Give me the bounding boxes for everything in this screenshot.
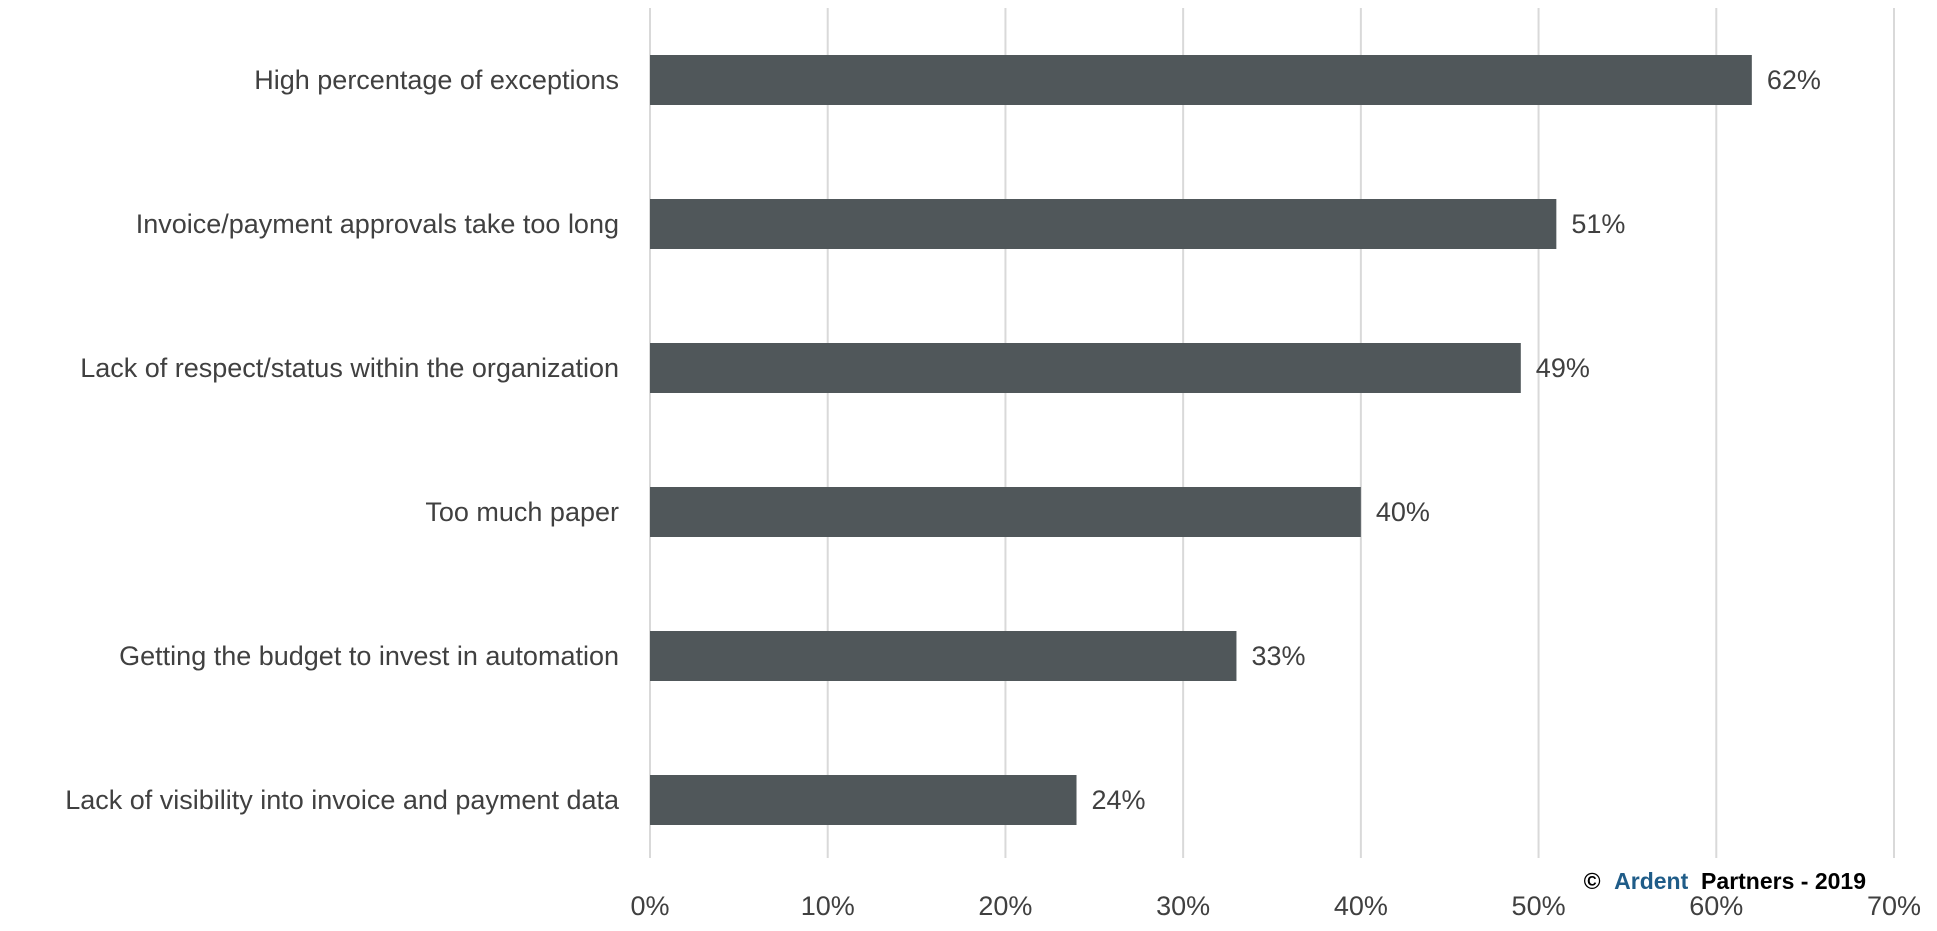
x-tick-label: 0% (630, 891, 669, 921)
data-label: 62% (1767, 65, 1821, 95)
x-tick-label: 10% (801, 891, 855, 921)
data-label: 33% (1251, 641, 1305, 671)
copyright-credit: © Ardent Partners - 2019 (1584, 868, 1866, 894)
x-tick-label: 50% (1512, 891, 1566, 921)
bar (650, 631, 1237, 681)
category-label: Lack of visibility into invoice and paym… (65, 785, 620, 815)
x-tick-label: 60% (1689, 891, 1743, 921)
category-label: Getting the budget to invest in automati… (119, 641, 619, 671)
x-tick-label: 40% (1334, 891, 1388, 921)
credit-rest: Partners - 2019 (1695, 868, 1866, 894)
data-label: 24% (1092, 785, 1146, 815)
bar (650, 343, 1521, 393)
x-tick-label: 70% (1867, 891, 1921, 921)
credit-brand: Ardent (1614, 868, 1688, 894)
data-labels: 62% 51% 49% 40% 33% 24% (1092, 65, 1821, 815)
data-label: 40% (1376, 497, 1430, 527)
bar (650, 487, 1361, 537)
data-label: 51% (1571, 209, 1625, 239)
data-label: 49% (1536, 353, 1590, 383)
x-axis-tick-labels: 0% 10% 20% 30% 40% 50% 60% 70% (630, 891, 1921, 921)
copyright-symbol: © (1584, 868, 1601, 894)
bar (650, 775, 1077, 825)
bars (650, 55, 1752, 825)
category-label: Invoice/payment approvals take too long (136, 209, 619, 239)
category-label: High percentage of exceptions (254, 65, 619, 95)
bar (650, 199, 1557, 249)
gridlines (649, 8, 1895, 858)
x-tick-label: 20% (978, 891, 1032, 921)
category-label: Lack of respect/status within the organi… (80, 353, 619, 383)
category-labels: High percentage of exceptions Invoice/pay… (65, 65, 620, 815)
x-tick-label: 30% (1156, 891, 1210, 921)
bar (650, 55, 1752, 105)
category-label: Too much paper (425, 497, 619, 527)
